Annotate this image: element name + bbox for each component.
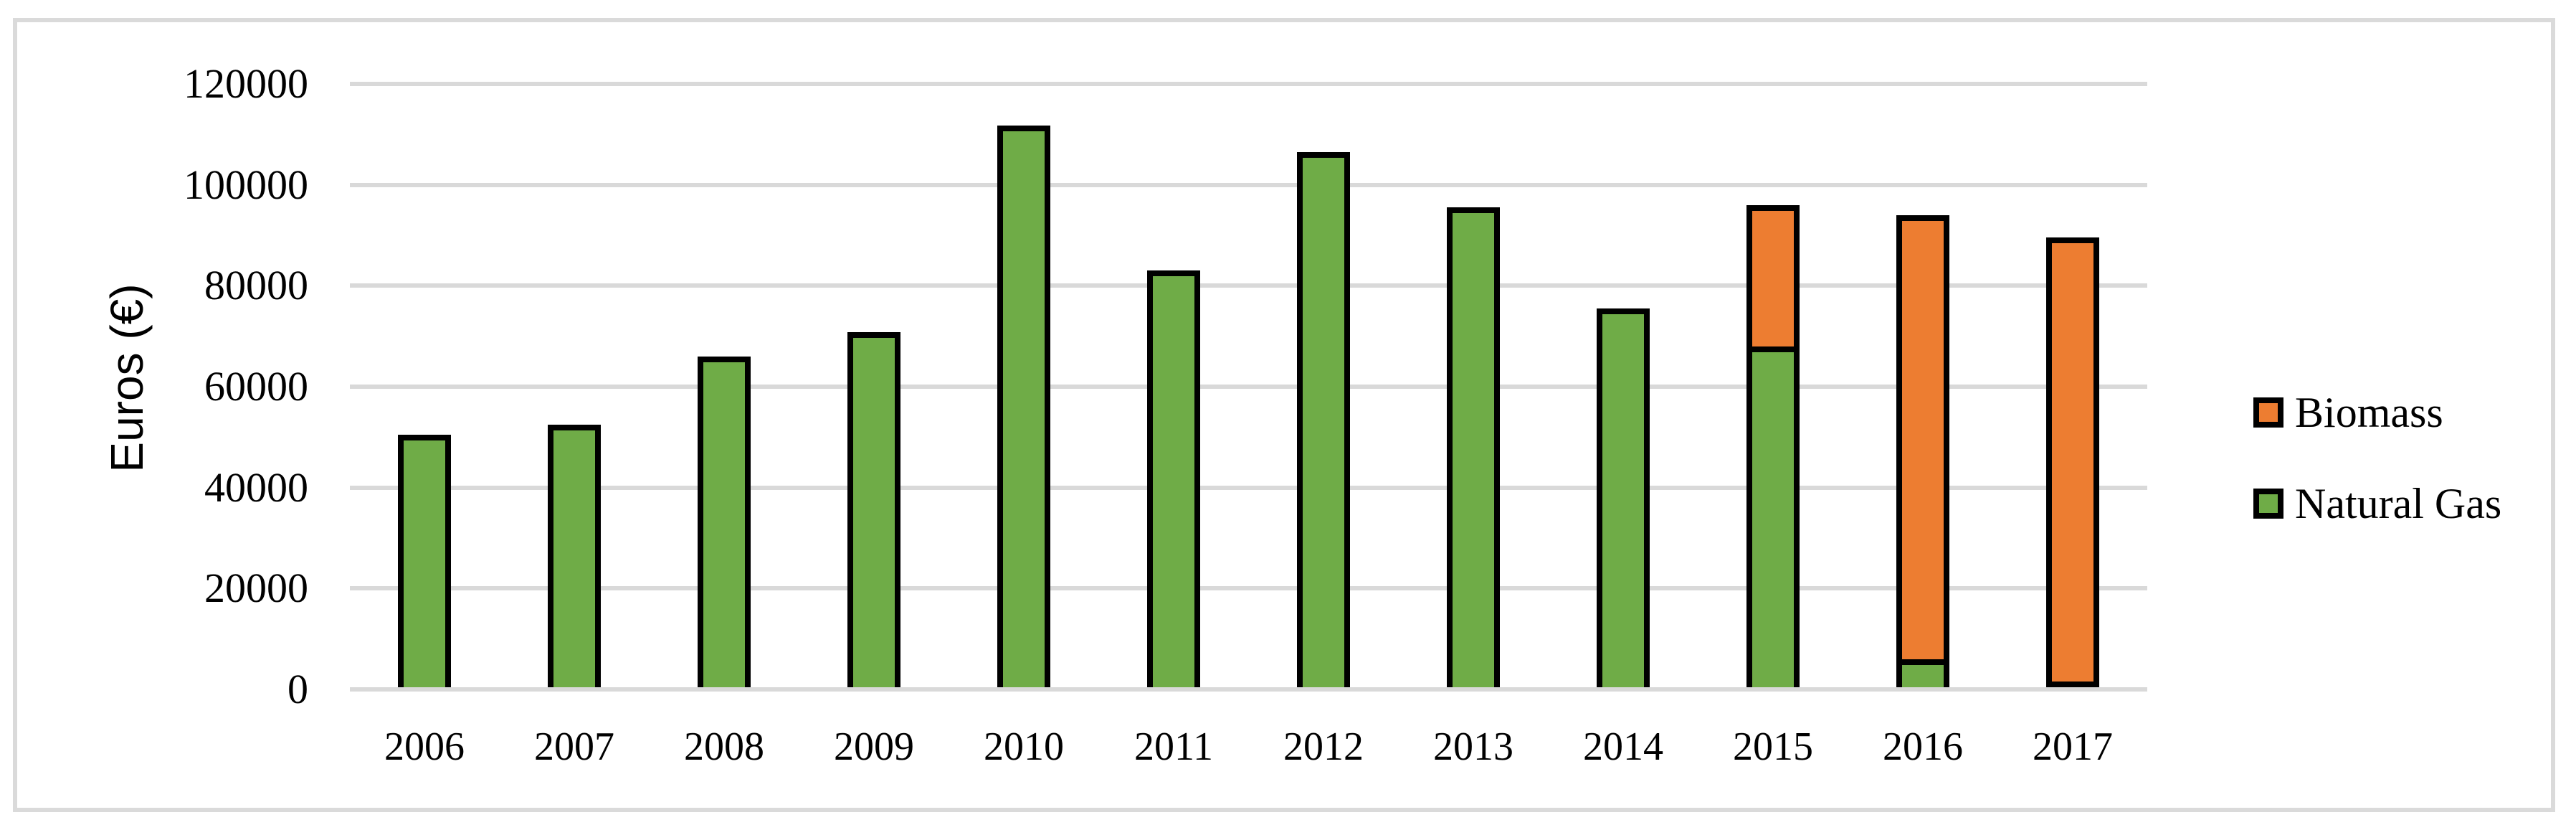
legend-label: Natural Gas <box>2295 480 2502 527</box>
x-axis-label-2016: 2016 <box>1883 725 1963 769</box>
y-axis-tick-label: 100000 <box>184 161 308 208</box>
y-axis-tick-label: 120000 <box>184 60 308 107</box>
legend-swatch-biomass <box>2253 397 2283 428</box>
gridline <box>350 82 2147 86</box>
legend-label: Biomass <box>2295 389 2443 436</box>
y-axis-tick-label: 40000 <box>204 463 308 511</box>
bar-segment-natural-gas-2009 <box>847 332 900 689</box>
bar-segment-natural-gas-2013 <box>1447 207 1500 689</box>
bar-segment-biomass-2017 <box>2046 237 2099 687</box>
gridline <box>350 182 2147 187</box>
bar-segment-natural-gas-2015 <box>1746 346 1800 689</box>
legend-swatch-natural-gas <box>2253 489 2283 519</box>
x-axis-label-2006: 2006 <box>384 725 465 769</box>
y-axis-tick-label: 20000 <box>204 565 308 612</box>
bar-segment-natural-gas-2011 <box>1147 270 1200 689</box>
gridline <box>350 485 2147 490</box>
bar-segment-natural-gas-2010 <box>997 126 1050 689</box>
x-axis-label-2007: 2007 <box>534 725 614 769</box>
gridline <box>350 283 2147 288</box>
bar-segment-natural-gas-2012 <box>1297 152 1350 689</box>
bar-segment-natural-gas-2014 <box>1597 308 1650 689</box>
legend-item-biomass: Biomass <box>2253 391 2443 434</box>
bar-segment-natural-gas-2006 <box>398 435 451 689</box>
x-axis-label-2008: 2008 <box>684 725 764 769</box>
x-axis-label-2009: 2009 <box>834 725 914 769</box>
chart-border-frame <box>13 18 2555 812</box>
gridline <box>350 385 2147 389</box>
y-axis-tick-label: 60000 <box>204 363 308 410</box>
x-axis-label-2015: 2015 <box>1733 725 1813 769</box>
x-axis-label-2017: 2017 <box>2033 725 2113 769</box>
bar-segment-natural-gas-2008 <box>698 357 751 689</box>
x-axis-label-2013: 2013 <box>1433 725 1513 769</box>
x-axis-label-2011: 2011 <box>1134 725 1213 769</box>
x-axis-label-2012: 2012 <box>1283 725 1364 769</box>
legend-item-natural-gas: Natural Gas <box>2253 482 2501 525</box>
x-axis-label-2010: 2010 <box>984 725 1064 769</box>
y-axis-tick-label: 80000 <box>204 262 308 309</box>
gridline <box>350 586 2147 591</box>
y-axis-tick-label: 0 <box>287 666 308 712</box>
x-axis-line <box>350 687 2147 692</box>
bar-segment-biomass-2016 <box>1896 215 1949 665</box>
bar-segment-natural-gas-2007 <box>548 425 601 689</box>
x-axis-label-2014: 2014 <box>1583 725 1663 769</box>
bar-segment-biomass-2015 <box>1746 205 1800 352</box>
